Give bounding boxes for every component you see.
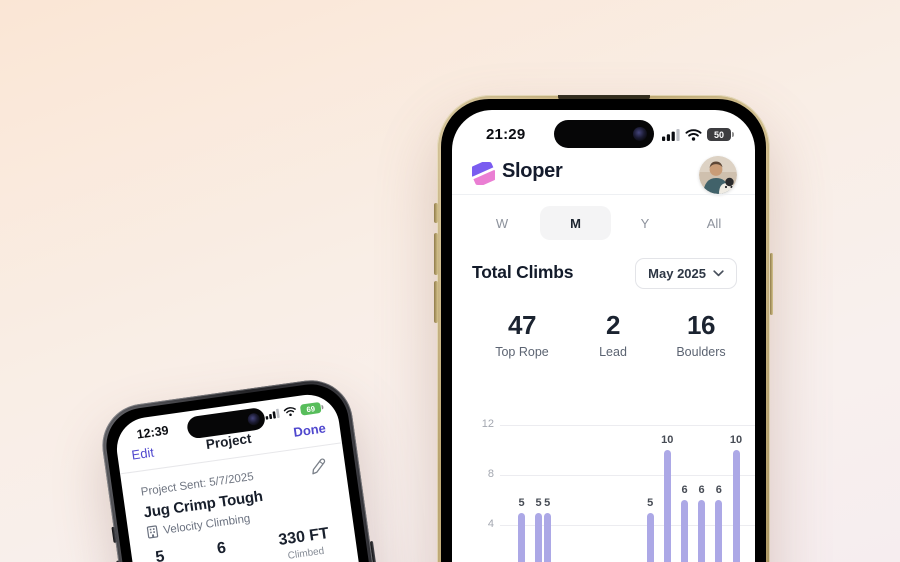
section-title: Total Climbs xyxy=(472,262,574,282)
chart-ytick-label: 8 xyxy=(487,468,494,480)
chart-bar xyxy=(518,512,525,562)
stat-value: 47 xyxy=(508,310,536,340)
chart-gridline xyxy=(500,475,755,476)
mute-switch xyxy=(110,526,117,544)
cellular-signal-icon xyxy=(265,408,280,420)
chart-bar-value: 5 xyxy=(647,496,654,509)
done-button[interactable]: Done xyxy=(292,420,327,440)
time-range-tabs: W M Y All xyxy=(452,206,755,244)
stat-column: 5 xyxy=(133,545,187,562)
status-icons: 50 xyxy=(662,128,734,141)
status-time: 21:29 xyxy=(486,126,526,143)
front-camera xyxy=(632,127,647,141)
summary-row: Total Climbs May 2025 xyxy=(472,258,737,292)
chart-bar-value: 5 xyxy=(544,496,551,509)
chart-gridline xyxy=(500,425,755,426)
tab-week[interactable]: W xyxy=(495,215,509,231)
chart-gridline xyxy=(500,525,755,526)
tab-year[interactable]: Y xyxy=(640,215,650,231)
left-phone-screen: 12:39 69 Edit xyxy=(112,390,409,562)
chart-bar xyxy=(535,512,543,562)
sloper-logo-icon xyxy=(472,162,495,185)
battery-percent: 50 xyxy=(713,129,724,140)
left-phone-bezel: 12:39 69 Edit xyxy=(101,379,420,562)
tab-month[interactable]: M xyxy=(540,206,611,240)
stat-value: 6 xyxy=(215,539,228,558)
chart-bar xyxy=(698,500,706,562)
right-phone-bezel: 21:29 50 xyxy=(441,99,766,562)
volume-up-button xyxy=(434,233,438,275)
chart-bar xyxy=(663,450,671,562)
chart-bar xyxy=(543,512,551,562)
stat-label: Boulders xyxy=(676,345,726,359)
period-label: May 2025 xyxy=(648,266,706,281)
edit-pencil-icon[interactable] xyxy=(308,457,328,477)
right-phone-screen: 21:29 50 xyxy=(452,110,755,562)
chart-bar-value: 10 xyxy=(729,434,743,446)
chart-bar-value: 10 xyxy=(661,434,674,446)
stat-label: Top Rope xyxy=(495,345,549,359)
stat-column: 47 Top Rope xyxy=(472,310,572,359)
stat-column: 2 Lead xyxy=(563,310,663,359)
dynamic-island xyxy=(553,120,654,148)
wifi-icon xyxy=(283,407,296,417)
stat-value: 16 xyxy=(687,310,715,340)
tab-all[interactable]: All xyxy=(706,215,722,231)
status-icons: 69 xyxy=(264,401,322,421)
chart-ytick-label: 4 xyxy=(487,518,494,530)
chart-bar-value: 6 xyxy=(681,484,688,496)
chart-bar xyxy=(681,500,688,562)
chart-ytick-label: 12 xyxy=(481,418,494,430)
left-phone-mockup: 12:39 69 Edit xyxy=(97,374,425,562)
stat-column: 6 xyxy=(195,536,249,561)
climb-stats-row: 47 Top Rope 2 Lead 16 Boulders xyxy=(452,310,755,374)
antenna-band xyxy=(557,95,650,100)
stat-label: Lead xyxy=(599,345,627,359)
gym-row: Velocity Climbing xyxy=(146,512,251,539)
chart-bar-value: 6 xyxy=(715,484,722,496)
battery-icon: 50 xyxy=(707,128,734,141)
divider xyxy=(452,194,755,195)
climbs-bar-chart: 4 8 12 5 5 5 5 10 6 6 6 10 xyxy=(452,410,755,562)
right-phone-mockup: 21:29 50 xyxy=(434,95,773,562)
wifi-icon xyxy=(685,128,702,141)
building-icon xyxy=(146,525,159,539)
app-name: Sloper xyxy=(502,160,563,182)
stat-column: 330 FT Climbed xyxy=(262,523,348,562)
stat-column: 16 Boulders xyxy=(651,310,751,359)
mute-switch xyxy=(434,203,438,223)
battery-icon: 69 xyxy=(299,401,322,416)
power-button xyxy=(769,253,773,315)
chart-bar-value: 5 xyxy=(518,496,525,509)
chart-bar-value: 5 xyxy=(535,496,542,509)
volume-down-button xyxy=(434,281,438,323)
chart-bar xyxy=(715,500,723,562)
chevron-down-icon xyxy=(713,270,724,277)
power-button xyxy=(369,540,380,562)
period-dropdown[interactable]: May 2025 xyxy=(635,258,737,289)
cellular-signal-icon xyxy=(662,128,680,141)
stat-value: 5 xyxy=(154,548,166,562)
battery-percent: 69 xyxy=(305,403,316,414)
status-bar: 21:29 50 xyxy=(452,125,755,147)
chart-bar xyxy=(732,450,740,562)
stat-value: 2 xyxy=(606,310,620,340)
front-camera xyxy=(247,412,261,427)
status-time: 12:39 xyxy=(135,423,170,442)
app-header: Sloper xyxy=(472,156,739,196)
chart-bar-value: 6 xyxy=(698,484,705,496)
avatar[interactable] xyxy=(699,156,737,194)
chart-bar xyxy=(646,512,654,562)
